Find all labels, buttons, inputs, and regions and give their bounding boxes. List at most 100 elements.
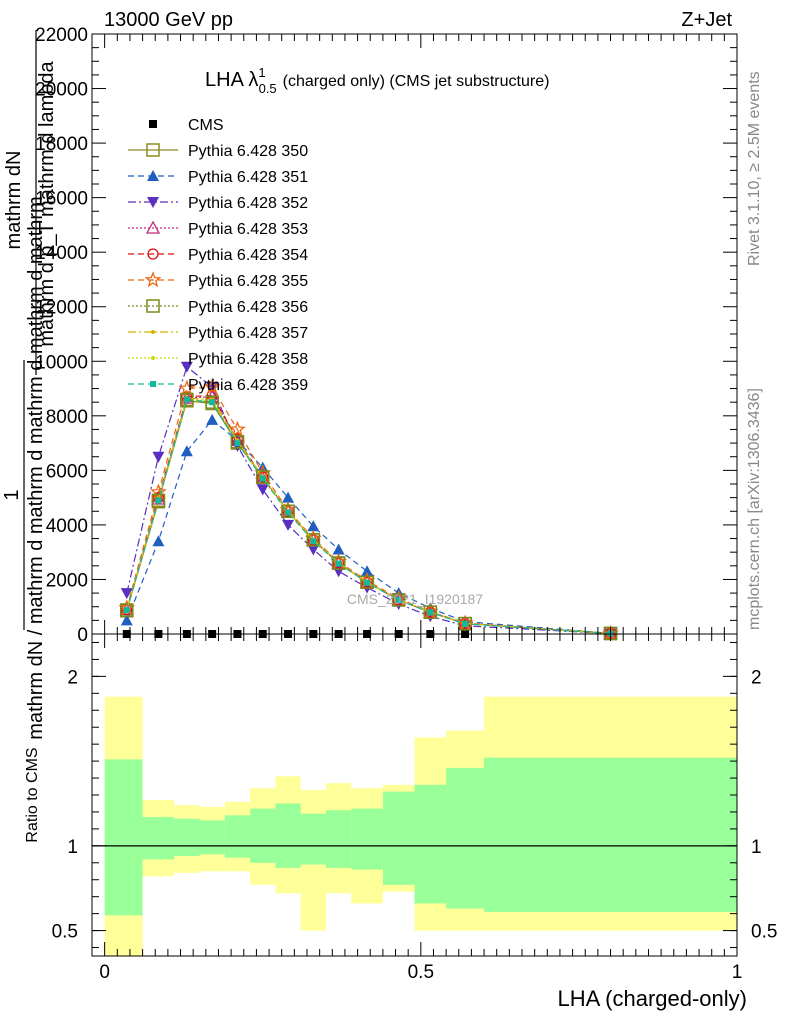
legend-label-2: Pythia 6.428 351	[188, 169, 308, 186]
ratio-y-tick-label: 1	[67, 837, 78, 858]
data-point-7-3	[205, 395, 219, 409]
data-point-2-7	[307, 520, 320, 532]
data-point-10-4	[234, 440, 241, 447]
data-point-10-5	[259, 475, 266, 482]
y-tick-label: 20000	[35, 80, 88, 101]
data-point-7-10	[391, 593, 406, 607]
main-y-ticks: 0 2000 4000 6000 8000 10000 12000 14000 16000 180…	[35, 25, 738, 646]
legend-entry-6: Pythia 6.428 355	[128, 271, 308, 290]
legend-entry-5: Pythia 6.428 354	[128, 247, 308, 264]
main-title: LHA λ1 0.5 (charged only) (CMS jet substru…	[205, 65, 549, 96]
ratio-y-tick-label-right: 2	[751, 667, 762, 688]
data-point-3-1	[152, 451, 165, 463]
band_inner-bin-10	[382, 791, 415, 885]
ratio-y-tick-label: 0.5	[52, 922, 78, 943]
data-point-5-6	[282, 505, 294, 517]
data-point-5-8	[332, 557, 345, 569]
data-point-10-11	[427, 609, 434, 616]
ylabel-num2: 1	[1, 489, 23, 500]
legend-label-6: Pythia 6.428 355	[188, 273, 308, 290]
header-right: Z+Jet	[681, 9, 732, 31]
band_inner-bin-2	[174, 818, 200, 857]
data-point-2-8	[332, 543, 345, 555]
x-axis-label: LHA (charged-only)	[557, 986, 747, 1011]
data-point-10-9	[364, 579, 371, 586]
ratio-y-tick-label: 2	[67, 667, 78, 688]
title-sub: 0.5	[259, 81, 277, 96]
data-point-5-9	[361, 576, 373, 588]
y-tick-label: 16000	[35, 189, 88, 210]
data-point-6-2	[178, 379, 196, 396]
legend-label-8: Pythia 6.428 357	[188, 325, 308, 342]
legend-marker-8	[151, 330, 155, 334]
legend-label-5: Pythia 6.428 354	[188, 247, 308, 264]
band_inner-bin-9	[351, 808, 383, 870]
band_inner-bin-13	[484, 757, 737, 912]
band_inner-bin-11	[414, 784, 447, 904]
band_inner-bin-1	[142, 817, 175, 860]
ylabel-den: mathrm d p_T mathrm d lambda	[36, 60, 58, 346]
legend-marker-4	[145, 220, 161, 234]
legend-label-7: Pythia 6.428 356	[188, 299, 308, 316]
legend-entry-7: Pythia 6.428 356	[128, 299, 308, 316]
header-left: 13000 GeV pp	[104, 9, 233, 31]
data-point-7-7	[306, 533, 321, 547]
data-point-10-6	[285, 509, 292, 516]
legend-marker-6	[144, 271, 162, 288]
y-tick-label: 6000	[46, 461, 88, 482]
legend-marker-1	[146, 143, 160, 157]
data-point-2-2	[180, 445, 193, 457]
legend-marker-3	[147, 197, 159, 208]
data-point-7-9	[360, 575, 374, 589]
y-tick-label: 0	[77, 625, 88, 646]
y-tick-label: 12000	[35, 298, 88, 319]
legend-entry-8: Pythia 6.428 357	[128, 325, 308, 342]
data-point-10-0	[123, 607, 130, 614]
ratio-frame	[91, 633, 738, 957]
ratio-bands-layer	[92, 696, 737, 956]
data-point-2-1	[152, 535, 165, 547]
band_inner-bin-4	[224, 815, 251, 858]
band_inner-bin-5	[250, 808, 276, 863]
mcplots-info: mcplots.cern.ch [arXiv:1306.3436]	[746, 388, 763, 630]
ratio-y-tick-label-right: 0.5	[751, 922, 777, 943]
ratio-panel: 0.5 0.5 1 1 2 2	[52, 633, 777, 957]
legend-marker-7	[146, 299, 160, 313]
data-point-10-2	[183, 396, 190, 403]
legend-label-0: CMS	[188, 117, 224, 134]
title-main: LHA λ	[205, 69, 258, 91]
data-point-7-1	[151, 493, 166, 508]
legend-entry-2: Pythia 6.428 351	[128, 169, 308, 186]
series-line-8	[126, 397, 611, 635]
ylabel-den2: mathrm dN / mathrm d mathrm d mathrm d m…	[25, 196, 47, 739]
x-tick-label: 0	[99, 962, 110, 983]
data-point-10-8	[335, 560, 342, 567]
legend-entry-10: Pythia 6.428 359	[128, 377, 308, 394]
data-point-2-0	[120, 614, 133, 626]
ylabel-num: mathrm dN	[3, 151, 25, 250]
title-rest: (charged only) (CMS jet substructure)	[283, 73, 550, 90]
svg-text:LHA λ10.5(charged only) (CMS j: LHA λ1 0.5 (charged only) (CMS jet substru…	[205, 65, 549, 96]
data-point-3-0	[120, 588, 133, 600]
legend-label-10: Pythia 6.428 359	[188, 377, 308, 394]
series-line-10	[126, 398, 611, 635]
band_inner-bin-6	[275, 803, 301, 868]
data-point-3-6	[282, 519, 295, 531]
data-point-3-5	[256, 484, 269, 496]
data-point-5-7	[307, 534, 319, 546]
legend-label-9: Pythia 6.428 358	[188, 351, 308, 368]
band_inner-bin-0	[104, 759, 143, 916]
legend: CMS Pythia 6.428 350 Pythia 6.428 351 Pythi…	[128, 117, 308, 394]
title-sup: 1	[258, 65, 265, 80]
rivet-info: Rivet 3.1.10, ≥ 2.5M events	[746, 71, 763, 266]
y-tick-label: 18000	[35, 134, 88, 155]
watermark: CMS_2021_I1920187	[347, 591, 483, 607]
x-tick-labels: 0 0.5 1	[99, 962, 742, 983]
legend-entry-3: Pythia 6.428 352	[128, 195, 308, 212]
legend-entry-9: Pythia 6.428 358	[128, 351, 308, 368]
y-tick-label: 22000	[35, 25, 88, 46]
legend-marker-5	[147, 248, 159, 260]
data-point-6-3	[203, 378, 221, 395]
data-point-7-6	[281, 504, 295, 519]
y-tick-label: 2000	[46, 570, 88, 591]
